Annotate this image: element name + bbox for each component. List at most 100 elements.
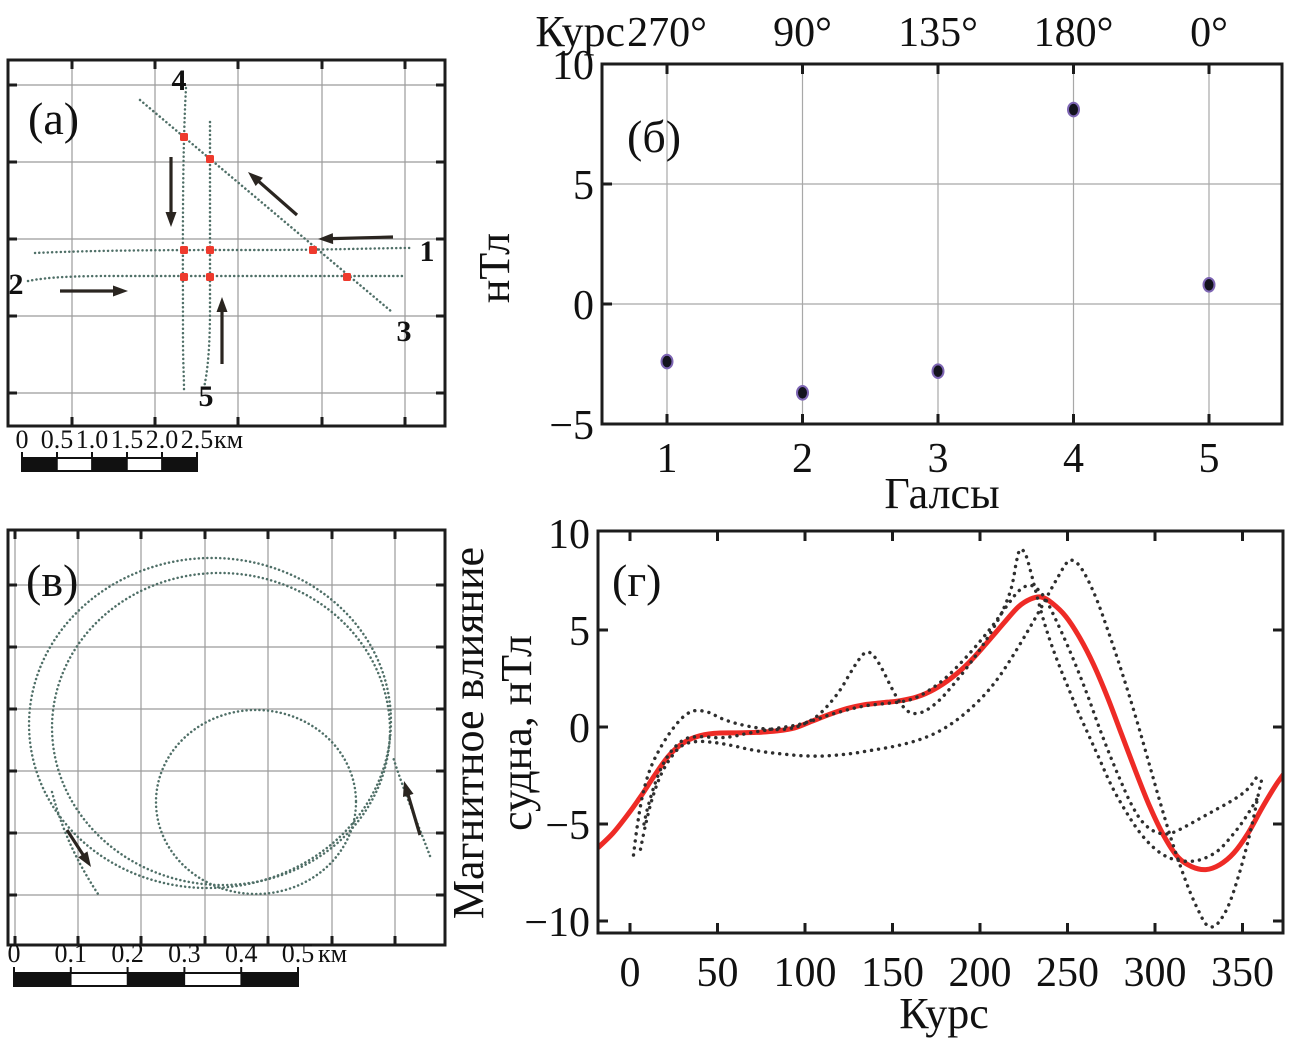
intersection-marker: [180, 273, 188, 281]
x-tick-label: 3: [928, 436, 949, 482]
scale-label: 0.3: [168, 939, 201, 968]
map-frame-v: [6, 528, 447, 947]
x-axis-title-g: Курс: [899, 989, 989, 1038]
y-axis-title-g-line1: Магнитное влияние: [444, 547, 493, 919]
scale-label: 0.2: [111, 939, 144, 968]
track-line-1: [33, 246, 412, 255]
top-axis-course-labels: 270° 90° 135° 180° 0°: [627, 10, 1228, 56]
scale-label: 0: [8, 939, 21, 968]
scale-segment: [240, 972, 299, 987]
panel-a-survey-tracks-map: 1 2 3 4 5 (а) 0 0.5 1.0 1.5 2.0 2.5 км: [6, 58, 447, 472]
scale-bar-v: 0 0.1 0.2 0.3 0.4 0.5 км: [8, 939, 347, 987]
y-tick-label: 10: [548, 512, 590, 558]
y-axis-title-b: нТл: [470, 233, 519, 303]
track-line-3: [138, 98, 394, 314]
course-label: 0°: [1190, 10, 1228, 56]
intersection-marker: [309, 246, 317, 254]
scatter-axis-ticks: [602, 64, 1211, 424]
scale-label: 0.4: [225, 939, 258, 968]
scale-label: 2.0: [146, 425, 179, 454]
intersection-marker: [180, 133, 188, 141]
intersection-marker: [180, 246, 188, 254]
scatter-tick-labels: 10 5 0 −5 1 2 3 4 5: [549, 43, 1219, 482]
course-label: 90°: [773, 10, 832, 56]
scale-segment: [126, 972, 186, 987]
scale-unit: км: [214, 425, 243, 454]
intersection-marker: [206, 246, 214, 254]
scale-bar-a: 0 0.5 1.0 1.5 2.0 2.5 км: [16, 425, 243, 472]
track-number-1: 1: [420, 235, 435, 268]
track-number-5: 5: [199, 380, 214, 413]
panel-a-letter: (а): [28, 93, 79, 144]
intersection-marker: [206, 273, 214, 281]
x-tick-label: 5: [1199, 436, 1220, 482]
scale-outline: [21, 457, 198, 472]
map-grid-v: [8, 530, 445, 945]
track-number-4: 4: [172, 64, 187, 97]
course-label: 180°: [1034, 10, 1114, 56]
series-dotted-loop-2: [638, 558, 1264, 929]
scale-segment: [56, 457, 93, 472]
series-smoothed-red: [598, 594, 1283, 873]
y-tick-label: −5: [545, 803, 590, 849]
scale-segment: [91, 457, 128, 472]
scale-segment: [70, 972, 129, 987]
x-tick-label: 350: [1211, 950, 1274, 996]
data-point-tack-1: [660, 353, 674, 370]
scale-outline: [13, 972, 299, 987]
direction-arrow-track-3-shaft: [253, 176, 299, 217]
track-tail-2: [50, 790, 100, 896]
intersection-marker: [343, 273, 351, 281]
scale-segment: [21, 457, 58, 472]
scatter-points: [660, 101, 1216, 401]
map-frame-ticks-v: [8, 530, 445, 945]
scale-unit: км: [318, 939, 347, 968]
scale-label: 0.5: [41, 425, 74, 454]
direction-arrow-track-1-head: [318, 233, 334, 245]
direction-arrow-1-shaft: [405, 789, 422, 836]
x-tick-label: 2: [792, 436, 813, 482]
course-label: 135°: [898, 10, 978, 56]
x-tick-label: 300: [1124, 950, 1187, 996]
scale-segment: [126, 457, 163, 472]
scatter-frame: [600, 62, 1284, 426]
direction-arrow-track-2-head: [113, 285, 128, 297]
course-label: 270°: [627, 10, 707, 56]
track-number-3: 3: [397, 315, 412, 348]
map-frame: [6, 58, 447, 428]
scale-label: 0: [16, 425, 29, 454]
direction-arrow-track-1-shaft: [326, 235, 394, 241]
data-point-tack-2: [796, 385, 809, 401]
track-number-2: 2: [9, 268, 24, 301]
x-tick-label: 0: [620, 950, 641, 996]
track-line-5: [201, 120, 212, 394]
y-tick-label: 0: [569, 706, 590, 752]
panel-v-letter: (в): [26, 555, 78, 606]
data-point-tack-5: [1202, 277, 1216, 293]
x-tick-label: 250: [1036, 950, 1099, 996]
x-tick-label: 200: [949, 950, 1012, 996]
panel-v-circulation-map: (в) 0 0.1 0.2 0.3 0.4 0.5 км: [6, 528, 447, 987]
ship-tracks: 1 2 3 4 5: [9, 64, 435, 413]
scale-label: 1.0: [76, 425, 109, 454]
track-line-2: [26, 274, 407, 283]
direction-arrow-1-head: [402, 781, 414, 797]
curves-axis-ticks: [598, 531, 1283, 933]
scale-label: 0.1: [55, 939, 88, 968]
panel-g-letter: (г): [612, 555, 662, 606]
intersection-marker: [206, 155, 214, 163]
x-tick-label: 1: [657, 436, 678, 482]
direction-arrow-track-4-head: [165, 212, 177, 227]
x-tick-label: 100: [774, 950, 837, 996]
y-axis-title-g-line2: судна, нТл: [492, 635, 541, 831]
scale-label: 2.5: [181, 425, 214, 454]
top-axis-title: Курс: [535, 7, 625, 56]
x-tick-label: 150: [861, 950, 924, 996]
scale-label: 1.5: [111, 425, 144, 454]
y-tick-label: 5: [573, 163, 594, 209]
circulation-loop-2: [50, 571, 392, 887]
